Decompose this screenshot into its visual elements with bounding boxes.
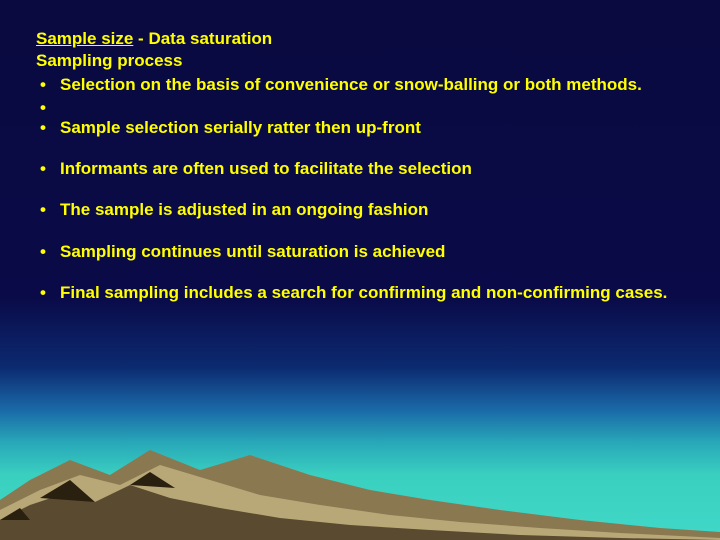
- mountain-mid: [0, 465, 720, 540]
- bullet-item: Informants are often used to facilitate …: [36, 158, 684, 179]
- mountain-back: [0, 450, 720, 540]
- slide: Sample size - Data saturation Sampling p…: [0, 0, 720, 540]
- heading-prefix: Sample size: [36, 29, 133, 48]
- bullet-list: Selection on the basis of convenience or…: [36, 74, 684, 304]
- slide-content: Sample size - Data saturation Sampling p…: [36, 28, 684, 305]
- heading-sample-size: Sample size - Data saturation: [36, 28, 684, 49]
- mountain-graphic: [0, 380, 720, 540]
- bullet-item: The sample is adjusted in an ongoing fas…: [36, 199, 684, 220]
- mountain-front: [0, 485, 720, 540]
- heading-rest: Data saturation: [148, 29, 272, 48]
- heading-sampling-process: Sampling process: [36, 50, 684, 71]
- bullet-item: Sample selection serially ratter then up…: [36, 117, 684, 138]
- bullet-item: Sampling continues until saturation is a…: [36, 241, 684, 262]
- mountain-shadow: [0, 472, 175, 520]
- bullet-item: [36, 97, 684, 115]
- bullet-item: Selection on the basis of convenience or…: [36, 74, 684, 95]
- heading-sep: -: [133, 29, 148, 48]
- bullet-item: Final sampling includes a search for con…: [36, 282, 684, 303]
